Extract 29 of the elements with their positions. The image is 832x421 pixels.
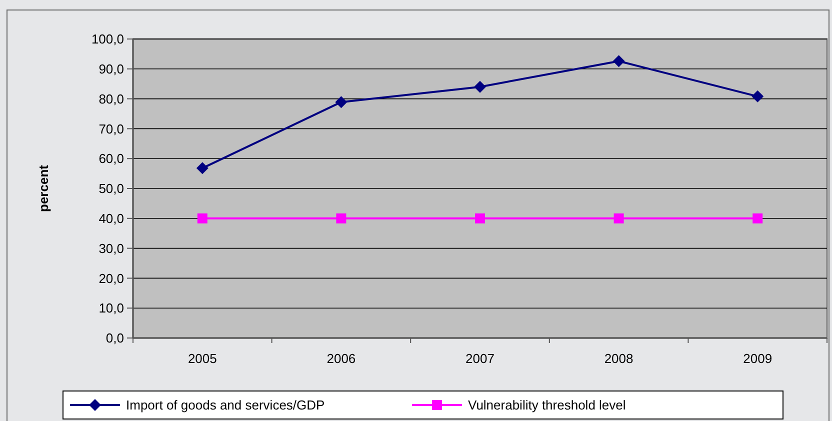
- y-tick-label: 30,0: [98, 240, 124, 256]
- point: [614, 213, 624, 224]
- y-tick-label: 10,0: [98, 300, 124, 316]
- x-tick-label: 2006: [326, 351, 356, 366]
- y-tick-label: 40,0: [98, 210, 124, 226]
- y-tick-label: 100,0: [91, 32, 124, 47]
- y-tick-label: 20,0: [98, 270, 124, 286]
- point: [197, 213, 208, 224]
- point: [336, 213, 346, 224]
- x-tick-label: 2009: [743, 351, 772, 366]
- x-tick-label: 2005: [188, 351, 217, 366]
- legend-label: Vulnerability threshold level: [468, 398, 626, 413]
- y-axis-title: percent: [36, 164, 51, 212]
- y-tick-label: 60,0: [98, 151, 124, 166]
- point: [474, 80, 486, 93]
- point: [612, 55, 625, 68]
- y-tick-label: 80,0: [98, 91, 124, 106]
- point: [752, 213, 763, 224]
- point: [335, 96, 348, 108]
- x-tick-label: 2007: [466, 351, 494, 366]
- point: [196, 162, 208, 174]
- x-tick-label: 2008: [604, 351, 634, 366]
- legend-label: Import of goods and services/GDP: [126, 398, 325, 413]
- y-tick-label: 50,0: [98, 181, 124, 196]
- y-tick-label: 90,0: [98, 61, 124, 76]
- point: [752, 90, 764, 102]
- point: [475, 213, 485, 224]
- y-tick-label: 70,0: [98, 121, 124, 136]
- y-tick-label: 0,0: [106, 330, 124, 346]
